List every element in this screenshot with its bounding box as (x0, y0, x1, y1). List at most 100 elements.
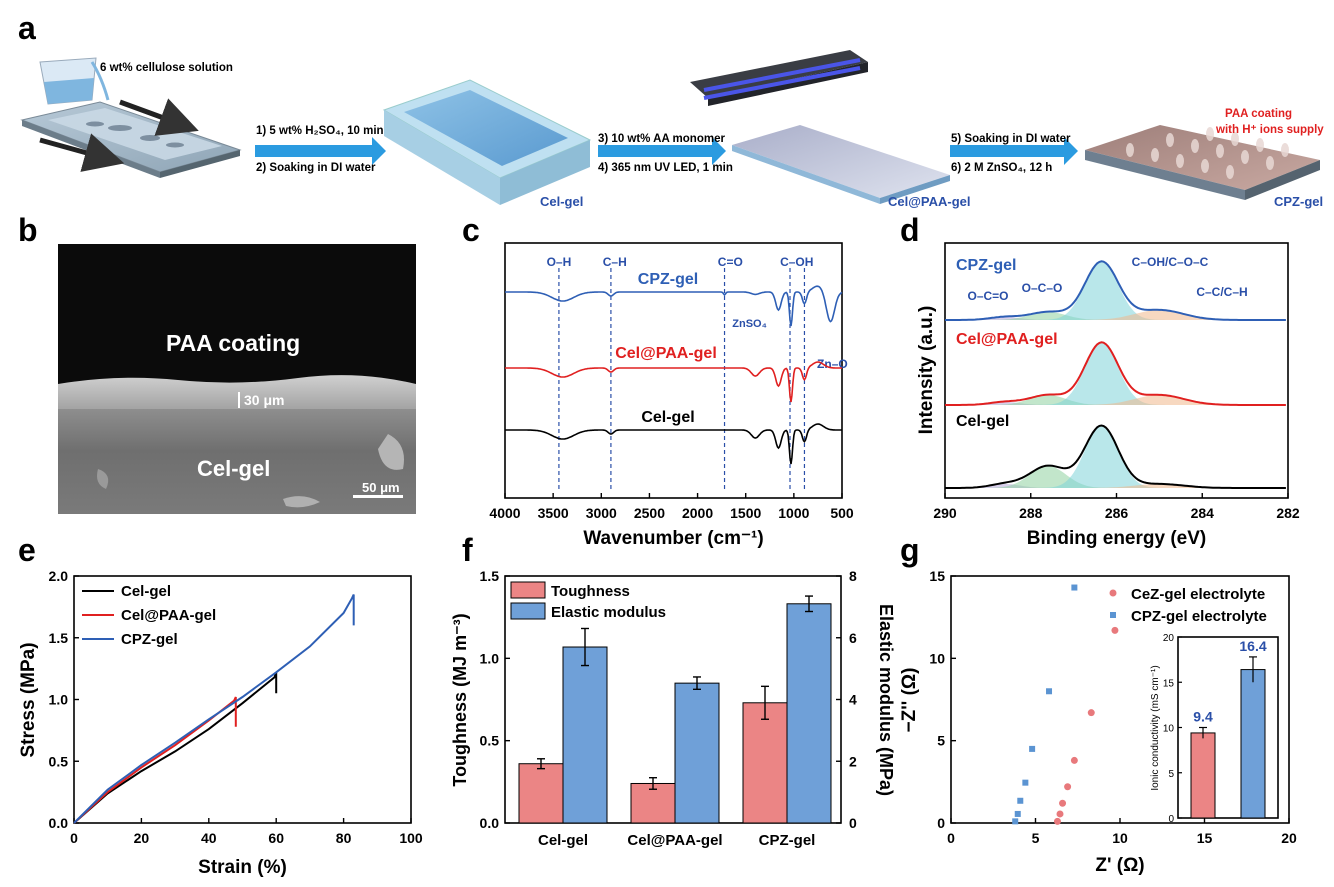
ftir-annotation: C–OH (780, 255, 813, 269)
bar-modulus (674, 682, 720, 824)
ftir-tick-label: 2500 (634, 505, 665, 521)
cel-paa-gel-slab (732, 125, 950, 204)
nyq-ytick-label: 10 (929, 650, 945, 666)
sem-coating-label: PAA coating (166, 330, 301, 356)
panel-label-e: e (18, 532, 36, 568)
ss-xtick-label: 40 (201, 830, 217, 846)
ftir-legend-cel-paa-gel: Cel@PAA-gel (615, 345, 717, 362)
xps-tick-label: 284 (1191, 505, 1215, 521)
step-1-label: 1) 5 wt% H₂SO₄, 10 min (256, 125, 384, 137)
nyq-ytick-label: 5 (937, 733, 945, 749)
inset-ytick-label: 5 (1168, 769, 1174, 780)
bar-y2tick-label: 4 (849, 692, 857, 708)
xps-tick-label: 286 (1105, 505, 1129, 521)
inset-bar (1240, 669, 1266, 819)
step-5-label: 5) Soaking in DI water (951, 133, 1071, 145)
bar-y2tick-label: 6 (849, 630, 857, 646)
nyq-legend-label: CPZ-gel electrolyte (1131, 608, 1267, 625)
ftir-tick-label: 3500 (538, 505, 569, 521)
bar-toughness (518, 763, 564, 824)
ss-ytick-label: 2.0 (49, 568, 69, 584)
xps-tick-label: 282 (1276, 505, 1300, 521)
xps-tick-label: 288 (1019, 505, 1043, 521)
nyq-xlabel: Z' (Ω) (1095, 855, 1144, 876)
xps-cpz-gel-peak-coh (945, 262, 1288, 320)
uv-lamp-icon (690, 50, 868, 106)
xps-cel-paa-gel-peak-cc (945, 395, 1288, 405)
bar-category-label: Cel-gel (538, 832, 588, 849)
ss-xtick-label: 80 (336, 830, 352, 846)
ftir-annotation: O–H (547, 255, 572, 269)
nyq-point-cpz (1029, 745, 1036, 752)
bar-modulus (562, 646, 608, 824)
xps-peak-label: O–C=O (967, 289, 1008, 303)
nyq-legend-label: CeZ-gel electrolyte (1131, 586, 1265, 603)
ss-xtick-label: 20 (134, 830, 150, 846)
inset-bar (1190, 732, 1216, 819)
bar-legend-label: Toughness (551, 583, 630, 600)
ftir-frame (504, 242, 843, 499)
nyq-point-ceZ (1087, 709, 1095, 717)
ss-ylabel: Stress (MPa) (18, 642, 39, 757)
nyq-point-cpz (1022, 779, 1029, 786)
nyq-point-ceZ (1056, 810, 1064, 818)
coating-caption-2: with H⁺ ions supply (1216, 124, 1324, 136)
nyq-point-ceZ (1053, 817, 1061, 825)
panel-label-a: a (18, 10, 36, 46)
nyq-xtick-label: 0 (947, 830, 955, 846)
ftir-legend-cpz-gel: CPZ-gel (638, 271, 698, 288)
ftir-xlabel: Wavenumber (cm⁻¹) (583, 528, 763, 549)
ftir-annotation: C–H (603, 255, 627, 269)
ss-series-0 (73, 671, 278, 824)
inset-ytick-label: 15 (1163, 678, 1175, 689)
inset-ytick-label: 20 (1163, 633, 1175, 644)
nyq-point-ceZ (1070, 756, 1078, 764)
sem-gel-label: Cel-gel (197, 456, 271, 481)
ss-legend-label: Cel@PAA-gel (121, 607, 216, 624)
nyq-point-ceZ (1059, 799, 1067, 807)
panel-label-d: d (900, 212, 920, 248)
ss-ytick-label: 1.0 (49, 692, 69, 708)
ss-xtick-label: 100 (399, 830, 423, 846)
panel-a-schematic (20, 50, 1320, 205)
cel-gel-caption: Cel-gel (540, 194, 584, 209)
cel-paa-gel-caption: Cel@PAA-gel (888, 194, 971, 209)
bar-y2tick-label: 2 (849, 753, 857, 769)
bar-toughness (742, 702, 788, 824)
ss-ytick-label: 0.0 (49, 815, 69, 831)
step-4-label: 4) 365 nm UV LED, 1 min (598, 162, 733, 174)
ftir-tick-label: 1000 (778, 505, 809, 521)
solution-label: 6 wt% cellulose solution (100, 62, 233, 74)
xps-label-cpz-gel: CPZ-gel (956, 257, 1016, 274)
xps-cpz-gel-peak-cc (945, 310, 1288, 320)
inset-ytick-label: 10 (1163, 724, 1175, 735)
cellulose-slab (20, 98, 242, 178)
nyq-point-cpz (1014, 810, 1021, 817)
ss-xtick-label: 60 (268, 830, 284, 846)
ss-series-2 (73, 594, 355, 824)
xps-label-cel-gel: Cel-gel (956, 413, 1009, 430)
bar-ytick-label: 0.5 (480, 733, 500, 749)
xps-cel-paa-gel-peak-oc-o (945, 395, 1288, 405)
nyq-xtick-label: 10 (1112, 830, 1128, 846)
ftir-legend-cel-gel: Cel-gel (641, 409, 694, 426)
nyq-ylabel: −Z'' (Ω) (899, 668, 920, 733)
nyq-point-ceZ (1111, 626, 1119, 634)
xps-cpz-gel-envelope (945, 260, 1286, 321)
bar-legend-label: Elastic modulus (551, 604, 666, 621)
panel-label-g: g (900, 532, 920, 568)
step-6-label: 6) 2 M ZnSO₄, 12 h (951, 162, 1053, 174)
xps-peak-label: O–C–O (1022, 281, 1063, 295)
xps-xlabel: Binding energy (eV) (1027, 528, 1206, 549)
ftir-series-cel-gel (505, 423, 842, 465)
process-arrow-1 (255, 137, 386, 165)
bar-category-label: CPZ-gel (759, 832, 816, 849)
bar-ytick-label: 1.0 (480, 650, 500, 666)
coating-thickness-label: 30 μm (238, 392, 284, 408)
nyq-legend-swatch (1110, 612, 1116, 618)
nyq-point-cpz (1012, 818, 1019, 825)
nyq-xtick-label: 5 (1032, 830, 1040, 846)
inset-value-label: 16.4 (1239, 638, 1266, 654)
ss-legend-label: CPZ-gel (121, 631, 178, 648)
